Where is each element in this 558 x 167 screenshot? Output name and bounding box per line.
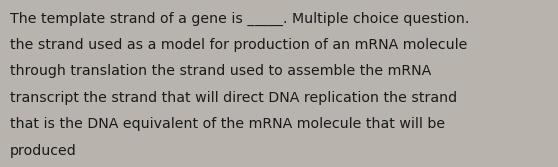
Text: The template strand of a gene is _____. Multiple choice question.: The template strand of a gene is _____. … bbox=[10, 12, 469, 26]
Text: the strand used as a model for production of an mRNA molecule: the strand used as a model for productio… bbox=[10, 38, 468, 52]
Text: through translation the strand used to assemble the mRNA: through translation the strand used to a… bbox=[10, 64, 431, 78]
Text: transcript the strand that will direct DNA replication the strand: transcript the strand that will direct D… bbox=[10, 91, 457, 105]
Text: that is the DNA equivalent of the mRNA molecule that will be: that is the DNA equivalent of the mRNA m… bbox=[10, 117, 445, 131]
Text: produced: produced bbox=[10, 144, 77, 158]
